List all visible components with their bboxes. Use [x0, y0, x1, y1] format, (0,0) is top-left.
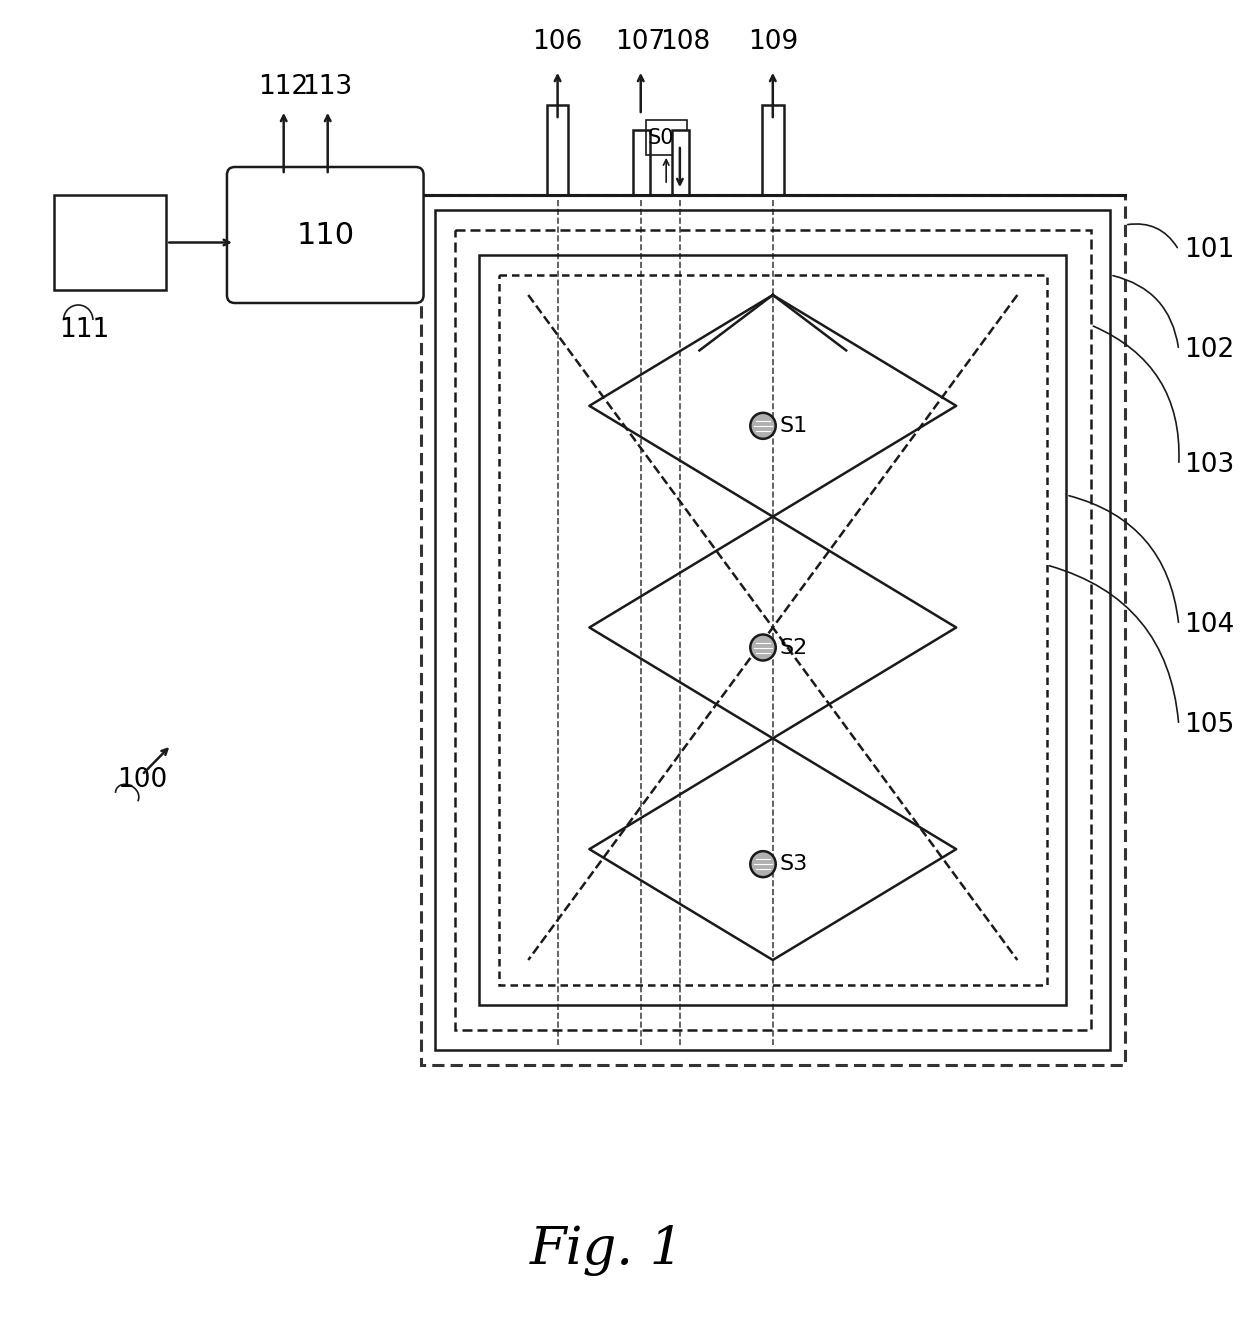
Bar: [672, 129, 688, 195]
Circle shape: [750, 413, 776, 438]
Bar: [498, 275, 1047, 985]
Bar: [420, 195, 1125, 1065]
Circle shape: [750, 635, 776, 660]
Text: S1: S1: [780, 416, 808, 436]
Text: 113: 113: [303, 74, 353, 100]
Text: 112: 112: [259, 74, 309, 100]
Text: 101: 101: [1184, 238, 1234, 263]
Bar: [435, 210, 1110, 1049]
Text: 111: 111: [58, 317, 109, 343]
Text: Fig. 1: Fig. 1: [529, 1225, 683, 1275]
Bar: [646, 120, 687, 154]
Text: 103: 103: [1184, 451, 1234, 478]
Text: S2: S2: [780, 638, 808, 657]
Text: 108: 108: [660, 29, 709, 55]
Circle shape: [750, 851, 776, 878]
Text: 110: 110: [296, 220, 355, 249]
Bar: [547, 106, 568, 195]
Text: 109: 109: [748, 29, 797, 55]
Bar: [455, 230, 1091, 1030]
Bar: [632, 129, 650, 195]
Bar: [53, 195, 166, 290]
Text: 105: 105: [1184, 711, 1234, 738]
Text: S0: S0: [647, 128, 675, 148]
Text: S3: S3: [780, 854, 808, 874]
Text: 107: 107: [615, 29, 666, 55]
Text: 100: 100: [118, 767, 167, 793]
Text: 102: 102: [1184, 337, 1234, 363]
Bar: [763, 106, 784, 195]
Text: 106: 106: [532, 29, 583, 55]
Text: 104: 104: [1184, 612, 1234, 638]
FancyBboxPatch shape: [227, 168, 424, 304]
Bar: [480, 255, 1066, 1005]
